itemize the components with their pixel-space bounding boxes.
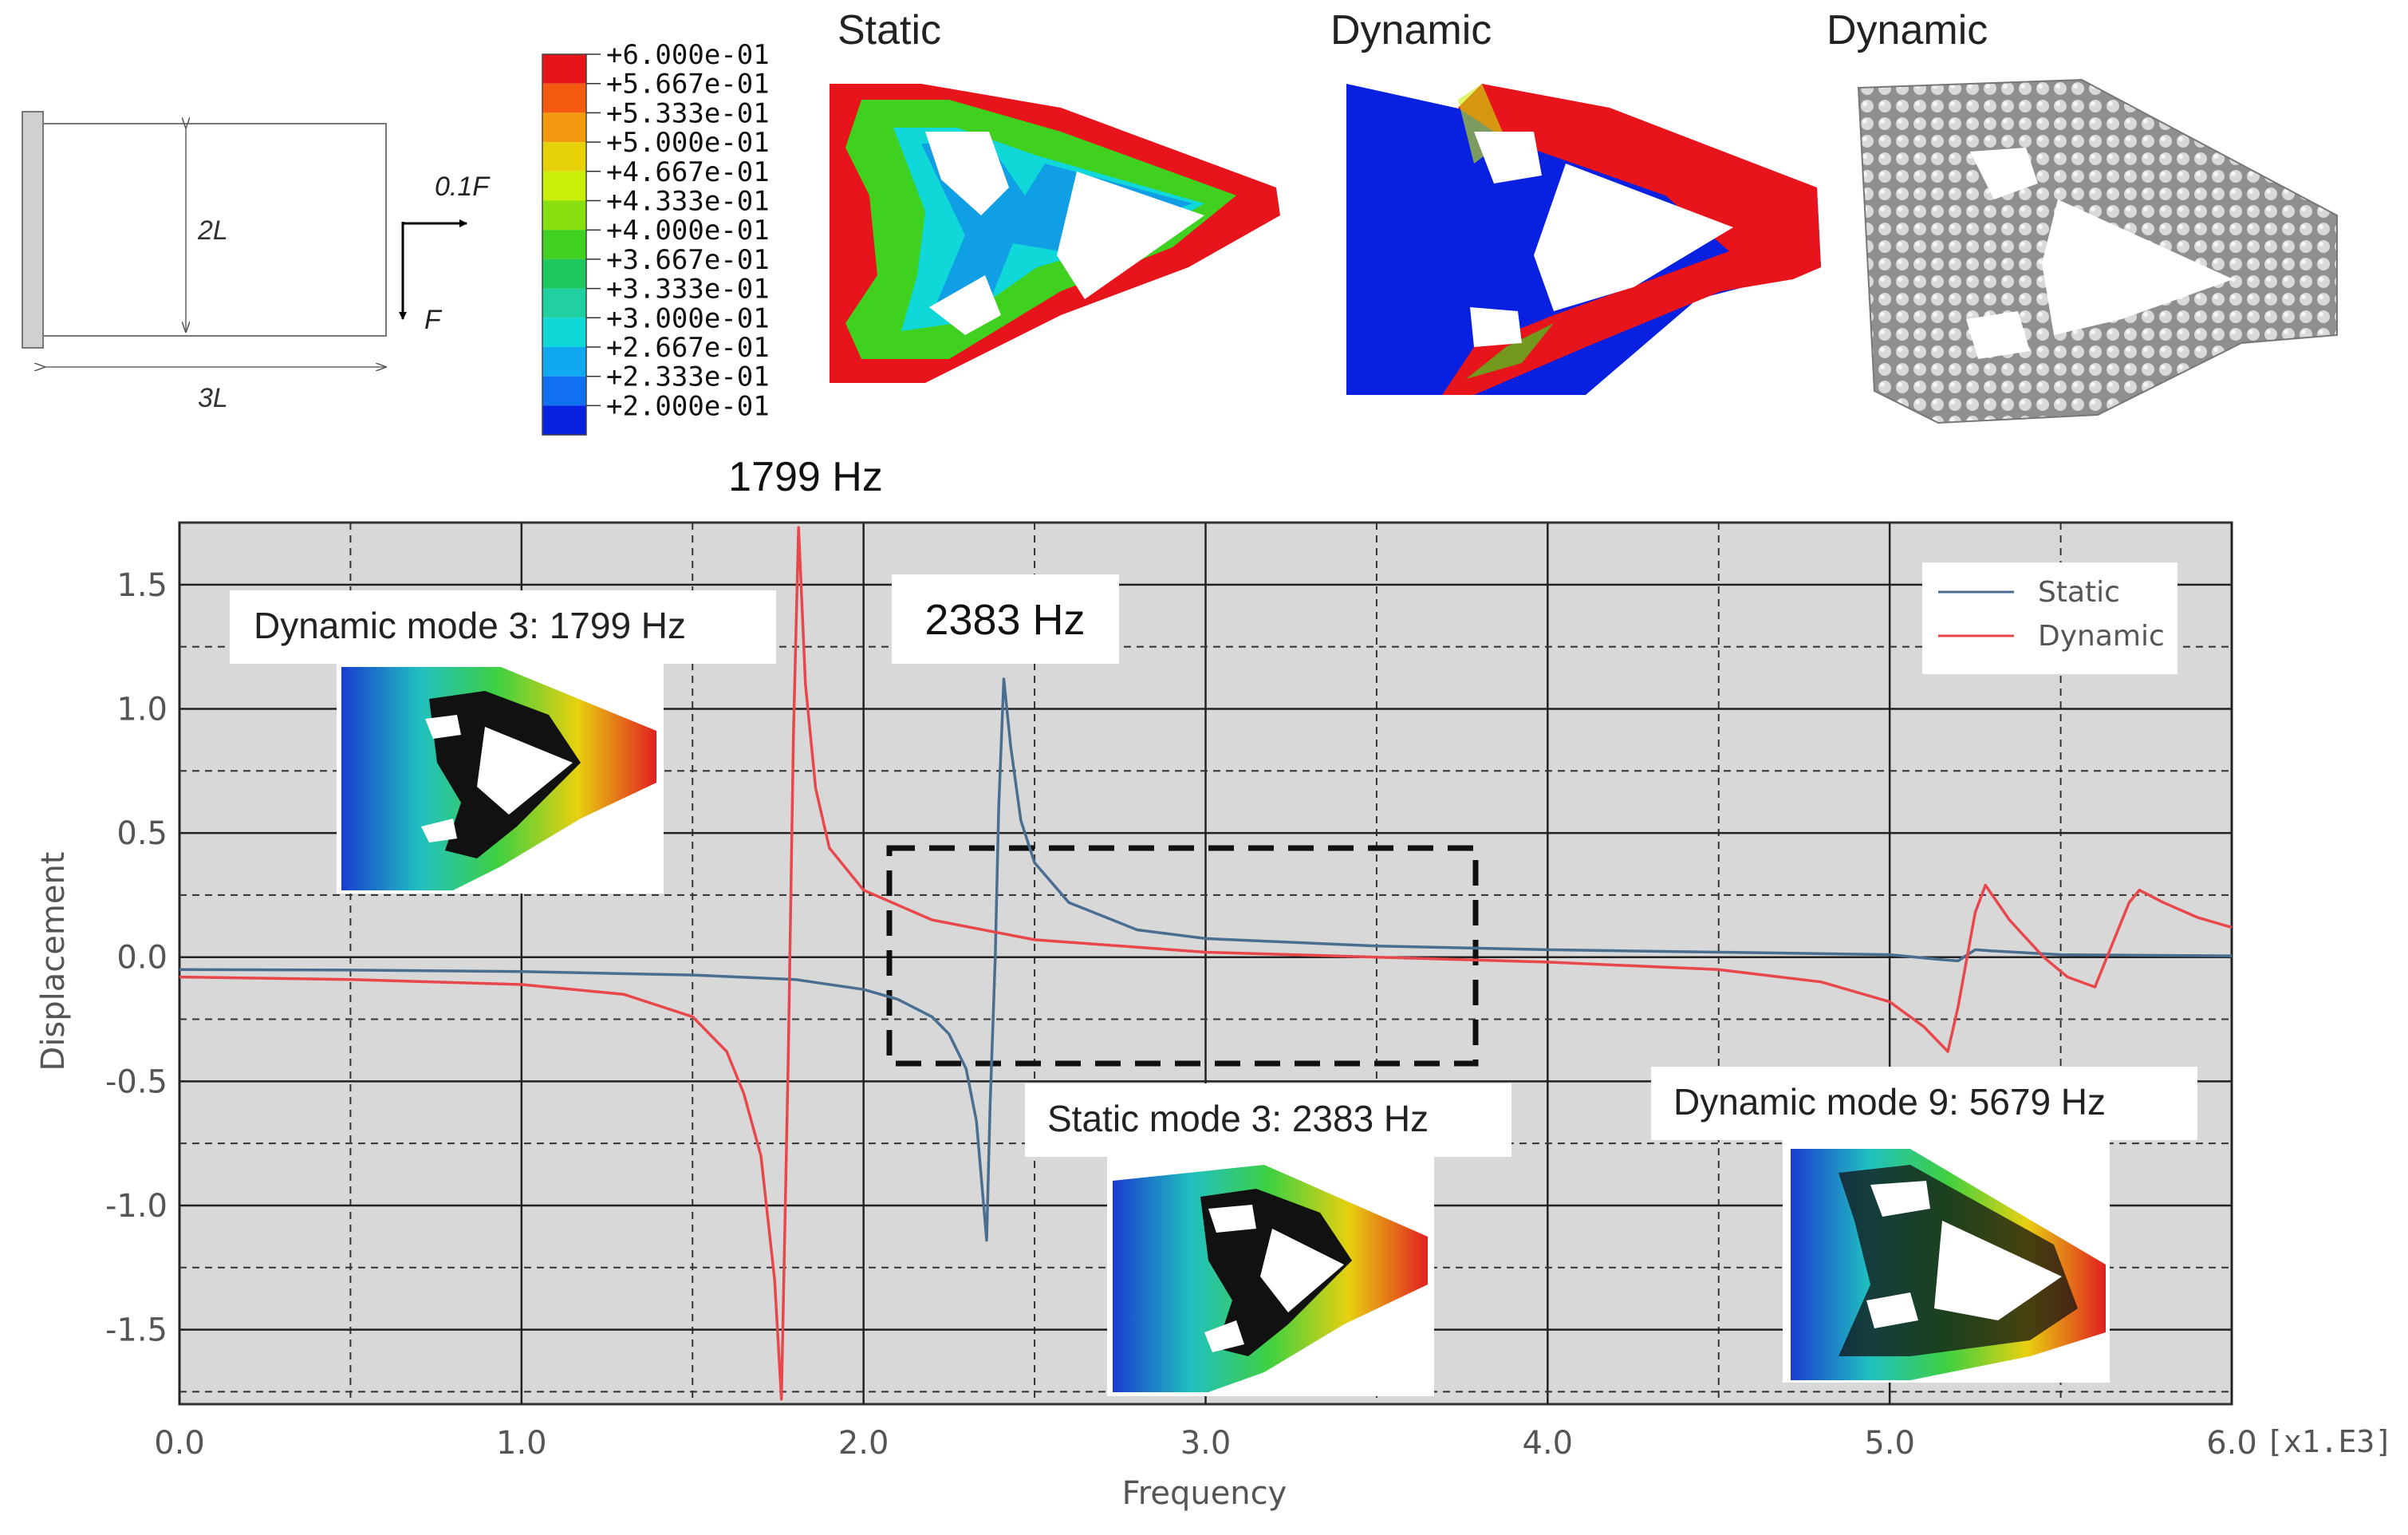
x-tick-label: 5.0 — [1864, 1425, 1915, 1462]
y-tick-label: 0.5 — [116, 815, 167, 852]
legend-frame — [542, 53, 587, 436]
legend-color-cell — [542, 376, 586, 406]
dynamic-title-2: Dynamic — [1827, 7, 1988, 53]
x-tick-label: 6.0 — [2206, 1425, 2257, 1462]
static-topology-image — [830, 84, 1280, 383]
series-line-dynamic — [179, 526, 2233, 1401]
legend-value-label: +2.667e-01 — [606, 332, 770, 364]
y-tick-label: 0.0 — [116, 940, 167, 977]
mode-shape-image — [1113, 1165, 1428, 1392]
y-tick-label: -0.5 — [105, 1063, 167, 1100]
y-tick-label: 1.0 — [116, 691, 167, 728]
mesh-topology-image — [1857, 78, 2338, 424]
contour-legend: +6.000e-01+5.667e-01+5.333e-01+5.000e-01… — [542, 39, 770, 436]
x-tick-label: 4.0 — [1523, 1425, 1574, 1462]
legend-value-label: +5.000e-01 — [606, 127, 770, 159]
legend-color-cell — [542, 200, 586, 231]
legend-value-label: +3.667e-01 — [606, 244, 770, 276]
height-label: 2L — [197, 215, 228, 246]
peak-static-label-box — [892, 574, 1119, 664]
inset-dynamic-mode3: Dynamic mode 3: 1799 Hz — [230, 590, 776, 894]
legend-box — [1922, 562, 2177, 674]
peak-static-label: 2383 Hz — [924, 596, 1085, 644]
legend-value-label: +2.333e-01 — [606, 361, 770, 393]
inset-label: Dynamic mode 9: 5679 Hz — [1673, 1081, 2106, 1123]
x-tick-label: 1.0 — [496, 1425, 547, 1462]
legend-color-cell — [542, 347, 586, 377]
legend-value-label: +5.667e-01 — [606, 69, 770, 101]
x-tick-label: 2.0 — [838, 1425, 889, 1462]
mode-shape-image — [1791, 1149, 2106, 1380]
legend-value-label: +6.000e-01 — [606, 39, 770, 71]
legend-color-cell — [542, 54, 586, 84]
legend-color-cell — [542, 230, 586, 259]
dynamic-topology-panel: Dynamic — [1330, 7, 1821, 395]
zoom-region-box — [886, 845, 1479, 1067]
legend-value-label: +4.000e-01 — [606, 215, 770, 247]
x-axis-label: Frequency — [1122, 1475, 1287, 1512]
y-tick-label: 1.5 — [116, 567, 167, 604]
legend-color-cell — [542, 112, 586, 143]
legend-color-cell — [542, 142, 586, 172]
dynamic-topology-image — [1346, 84, 1821, 395]
legend-color-cell — [542, 171, 586, 201]
inset-label-box — [1651, 1067, 2197, 1140]
chart-area: 0.0 1.0 2.0 3.0 4.0 5.0 6.0 1.5 1.0 0.5 0.0 -0.5 -1.… — [35, 454, 2393, 1512]
static-title: Static — [837, 7, 941, 53]
y-tick-label: -1.0 — [105, 1188, 167, 1225]
series-line-static — [179, 677, 2233, 1242]
inset-label: Dynamic mode 3: 1799 Hz — [254, 605, 686, 646]
design-domain — [42, 123, 387, 337]
legend-value-label: +3.000e-01 — [606, 302, 770, 334]
legend-static-label: Static — [2038, 576, 2120, 609]
inset-dynamic-mode9: Dynamic mode 9: 5679 Hz — [1651, 1067, 2197, 1383]
x-tick-label: 3.0 — [1180, 1425, 1232, 1462]
chart-legend: Static Dynamic — [1922, 562, 2177, 674]
legend-color-cell — [542, 83, 586, 113]
force-x-label: 0.1F — [435, 172, 491, 202]
legend-value-label: +5.333e-01 — [606, 97, 770, 129]
inset-label: Static mode 3: 2383 Hz — [1047, 1098, 1429, 1139]
peak-dynamic-label: 1799 Hz — [728, 454, 883, 500]
legend-dynamic-label: Dynamic — [2038, 620, 2165, 653]
legend-color-cell — [542, 258, 586, 289]
y-tick-label: -1.5 — [105, 1312, 167, 1349]
x-axis-unit: [x1.E3] — [2265, 1424, 2393, 1459]
dynamic-title-1: Dynamic — [1330, 7, 1492, 53]
force-y-label: F — [424, 305, 443, 335]
legend-value-label: +3.333e-01 — [606, 274, 770, 306]
inset-static-mode3: Static mode 3: 2383 Hz — [1025, 1083, 1511, 1396]
width-label: 3L — [198, 383, 228, 413]
mesh-topology-panel: Dynamic — [1827, 7, 2338, 424]
y-axis-label: Displacement — [35, 852, 72, 1071]
legend-value-label: +4.333e-01 — [606, 186, 770, 218]
inset-label-box — [230, 590, 776, 664]
legend-value-label: +4.667e-01 — [606, 156, 770, 188]
data-lines — [179, 526, 2233, 1401]
legend-value-label: +2.000e-01 — [606, 390, 770, 422]
x-tick-label: 0.0 — [154, 1425, 205, 1462]
boundary-schematic: 2L 3L 0.1F F — [22, 111, 491, 413]
mode-shape-image — [341, 667, 656, 890]
legend-color-cell — [542, 405, 586, 436]
legend-color-cell — [542, 288, 586, 318]
legend-color-cell — [542, 318, 586, 347]
inset-label-box — [1025, 1083, 1511, 1157]
static-topology-panel: Static — [830, 7, 1280, 383]
tick-labels: 0.0 1.0 2.0 3.0 4.0 5.0 6.0 1.5 1.0 0.5 0.0 -0.5 -1.… — [105, 567, 2257, 1462]
fixed-support — [22, 111, 44, 349]
